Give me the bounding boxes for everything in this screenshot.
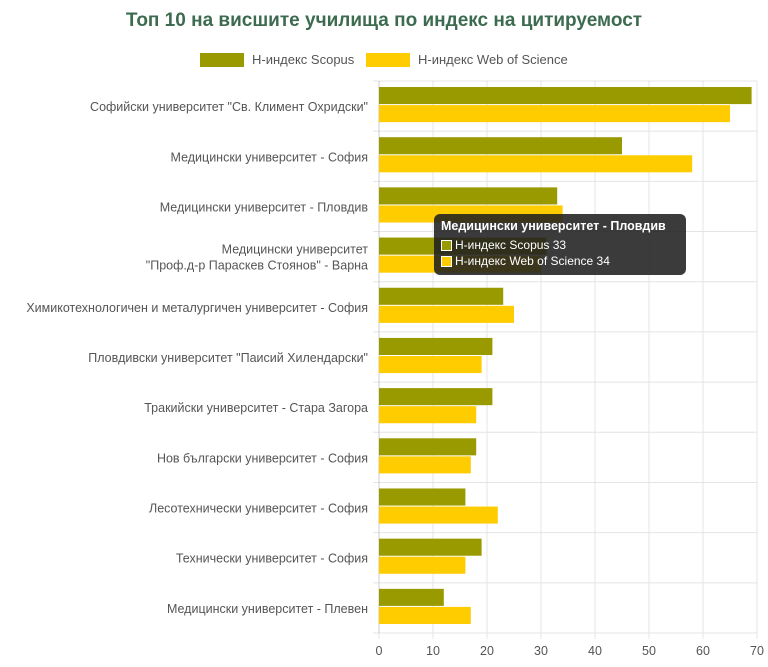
tooltip-text-scopus: H-индекс Scopus 33 <box>455 238 567 252</box>
category-label: Химикотехнологичен и металургичен универ… <box>26 301 368 315</box>
legend-swatch-scopus <box>200 52 244 67</box>
category-label: Софийски университет "Св. Климент Охридс… <box>90 100 368 114</box>
x-tick-label: 40 <box>588 644 602 658</box>
legend-item-wos[interactable]: H-индекс Web of Science <box>366 52 568 67</box>
bar-wos[interactable] <box>379 105 730 123</box>
category-label: Медицински университет <box>222 243 369 257</box>
x-tick-label: 60 <box>696 644 710 658</box>
x-tick-label: 10 <box>426 644 440 658</box>
bar-scopus[interactable] <box>379 187 558 205</box>
category-label: "Проф.д-р Параскев Стоянов" - Варна <box>146 259 368 273</box>
x-tick-label: 20 <box>480 644 494 658</box>
tooltip: Медицински университет - Пловдив H-индек… <box>434 214 686 275</box>
x-tick-label: 70 <box>750 644 764 658</box>
bar-scopus[interactable] <box>379 337 493 355</box>
category-label: Медицински университет - София <box>171 150 368 164</box>
x-tick-label: 50 <box>642 644 656 658</box>
bar-wos[interactable] <box>379 155 693 173</box>
category-label: Пловдивски университет "Паисий Хилендарс… <box>88 351 368 365</box>
tooltip-swatch-scopus <box>441 239 452 251</box>
chart-title: Топ 10 на висшите училища по индекс на ц… <box>125 10 643 31</box>
category-label: Тракийски университет - Стара Загора <box>144 401 368 415</box>
bar-wos[interactable] <box>379 606 471 624</box>
tooltip-row-scopus: H-индекс Scopus 33 <box>441 237 679 253</box>
category-label: Нов български университет - София <box>157 451 368 465</box>
bar-scopus[interactable] <box>379 538 482 556</box>
bar-scopus[interactable] <box>379 438 477 456</box>
bar-wos[interactable] <box>379 456 471 474</box>
tooltip-row-wos: H-индекс Web of Science 34 <box>441 253 679 269</box>
tooltip-title: Медицински университет - Пловдив <box>441 219 666 233</box>
category-label: Технически университет - София <box>176 552 368 566</box>
bar-wos[interactable] <box>379 355 482 374</box>
bar-scopus[interactable] <box>379 287 504 305</box>
bar-scopus[interactable] <box>379 488 466 506</box>
legend-swatch-wos <box>366 52 410 67</box>
legend: H-индекс Scopus H-индекс Web of Science <box>0 52 768 74</box>
bar-wos[interactable] <box>379 506 498 524</box>
bar-wos[interactable] <box>379 305 514 323</box>
bar-scopus[interactable] <box>379 588 444 606</box>
category-label: Лесотехнически университет - София <box>149 502 368 516</box>
bar-wos[interactable] <box>379 406 477 424</box>
legend-label-wos: H-индекс Web of Science <box>418 52 568 67</box>
bar-scopus[interactable] <box>379 87 752 105</box>
tooltip-swatch-wos <box>441 255 452 267</box>
legend-label-scopus: H-индекс Scopus <box>252 52 355 67</box>
tooltip-text-wos: H-индекс Web of Science 34 <box>455 254 610 268</box>
x-tick-label: 30 <box>534 644 548 658</box>
bar-scopus[interactable] <box>379 388 493 406</box>
legend-item-scopus[interactable]: H-индекс Scopus <box>200 52 354 67</box>
category-label: Медицински университет - Плевен <box>167 602 368 616</box>
x-tick-label: 0 <box>376 644 383 658</box>
bar-scopus[interactable] <box>379 137 622 155</box>
category-label: Медицински университет - Пловдив <box>160 200 369 214</box>
bar-wos[interactable] <box>379 556 466 574</box>
